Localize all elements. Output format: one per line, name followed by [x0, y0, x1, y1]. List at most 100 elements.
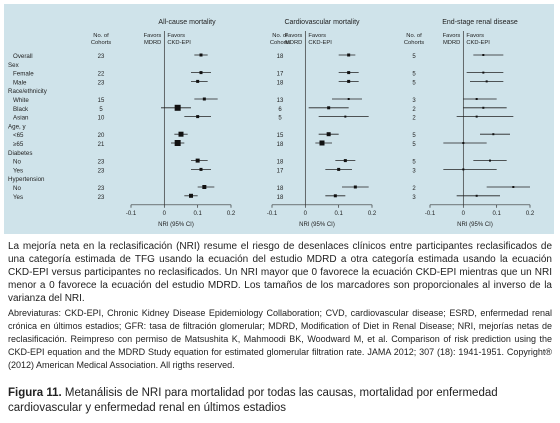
row-label: Yes	[13, 194, 23, 201]
point-estimate	[175, 140, 181, 146]
point-estimate	[462, 142, 464, 144]
point-estimate	[462, 168, 464, 170]
point-estimate	[492, 133, 494, 135]
caption-text: Metanálisis de NRI para mortalidad por t…	[8, 387, 498, 414]
x-tick-label: 0	[163, 211, 167, 217]
abbreviations: Abreviaturas: CKD-EPI, Chronic Kidney Di…	[8, 307, 552, 372]
cohort-count: 15	[277, 133, 284, 139]
x-tick-label: 0.1	[334, 211, 343, 217]
point-estimate	[482, 54, 484, 56]
point-estimate	[476, 195, 478, 197]
caption-label: Figura 11.	[8, 387, 62, 399]
cohorts-header-line2: Cohorts	[91, 40, 111, 46]
row-label: Black	[13, 106, 29, 113]
favors-right-line2: CKD-EPI	[308, 40, 332, 46]
x-tick-label: 0.1	[193, 211, 202, 217]
x-axis-label: NRI (95% CI)	[457, 222, 493, 228]
cohort-count: 23	[98, 160, 105, 166]
cohort-count: 5	[412, 80, 416, 86]
cohort-count: 15	[98, 98, 105, 104]
x-tick-label: 0.2	[526, 211, 535, 217]
point-estimate	[202, 185, 206, 189]
cohort-count: 2	[412, 186, 416, 192]
cohorts-header-line1: No. of	[93, 33, 109, 39]
point-estimate	[512, 186, 514, 188]
cohort-count: 3	[412, 195, 416, 201]
cohort-count: 18	[277, 186, 284, 192]
row-label: ≥65	[13, 141, 24, 148]
point-estimate	[476, 98, 478, 100]
cohort-count: 18	[277, 195, 284, 201]
cohort-count: 23	[98, 54, 105, 60]
cohort-count: 23	[98, 186, 105, 192]
cohorts-header-line2: Cohorts	[404, 40, 424, 46]
favors-left-line2: MDRD	[285, 40, 302, 46]
point-estimate	[354, 186, 357, 189]
row-label: Sex	[8, 62, 20, 69]
point-estimate	[344, 159, 347, 162]
row-label: No	[13, 185, 21, 192]
cohort-count: 5	[412, 142, 416, 148]
cohort-count: 2	[412, 107, 416, 113]
point-estimate	[320, 141, 325, 146]
cohort-count: 18	[277, 142, 284, 148]
cohort-count: 5	[99, 107, 103, 113]
favors-left-line2: MDRD	[443, 40, 460, 46]
cohort-count: 23	[98, 195, 105, 201]
point-estimate	[203, 98, 206, 101]
favors-right-line1: Favors	[466, 33, 484, 39]
cohorts-header-line1: No. of	[406, 33, 422, 39]
cohort-count: 5	[412, 72, 416, 78]
cohort-count: 3	[412, 168, 416, 174]
x-tick-label: -0.1	[126, 211, 137, 217]
x-tick-label: -0.1	[267, 211, 278, 217]
point-estimate	[327, 106, 330, 109]
cohort-count: 5	[412, 54, 416, 60]
row-label: Hypertension	[8, 176, 45, 183]
point-estimate	[196, 159, 200, 163]
point-estimate	[337, 168, 340, 171]
figure-caption: Figura 11. Metanálisis de NRI para morta…	[8, 386, 552, 416]
cohort-count: 23	[98, 168, 105, 174]
cohort-count: 20	[98, 133, 105, 139]
cohort-count: 21	[98, 142, 105, 148]
point-estimate	[347, 71, 350, 74]
cohort-count: 10	[98, 116, 105, 122]
point-estimate	[476, 116, 478, 118]
figure-legend: La mejoría neta en la reclasificación (N…	[8, 240, 552, 305]
cohort-count: 17	[277, 72, 284, 78]
point-estimate	[482, 107, 484, 109]
row-label: Diabetes	[8, 150, 32, 157]
row-label: Overall	[13, 53, 33, 60]
panel-title: All-cause mortality	[158, 19, 216, 26]
x-tick-label: 0	[304, 211, 308, 217]
favors-left-line2: MDRD	[144, 40, 161, 46]
row-label: Race/ethnicity	[8, 88, 48, 95]
point-estimate	[347, 80, 350, 83]
cohort-count: 2	[412, 116, 416, 122]
point-estimate	[482, 72, 484, 74]
point-estimate	[200, 54, 203, 57]
x-tick-label: 0.2	[227, 211, 236, 217]
cohort-count: 22	[98, 72, 105, 78]
point-estimate	[486, 80, 488, 82]
x-tick-label: 0.1	[492, 211, 501, 217]
favors-left-line1: Favors	[144, 33, 162, 39]
x-tick-label: 0	[462, 211, 466, 217]
point-estimate	[200, 168, 203, 171]
row-label: Age, y	[8, 123, 26, 130]
favors-right-line2: CKD-EPI	[466, 40, 490, 46]
x-tick-label: -0.1	[425, 211, 436, 217]
favors-right-line1: Favors	[308, 33, 326, 39]
x-tick-label: 0.2	[368, 211, 377, 217]
row-label: Female	[13, 71, 34, 78]
x-axis-label: NRI (95% CI)	[158, 222, 194, 228]
row-label: White	[13, 97, 29, 104]
cohort-count: 5	[412, 133, 416, 139]
point-estimate	[179, 132, 184, 137]
cohort-count: 18	[277, 160, 284, 166]
cohort-count: 23	[98, 80, 105, 86]
row-label: Yes	[13, 167, 23, 174]
x-axis-label: NRI (95% CI)	[299, 222, 335, 228]
